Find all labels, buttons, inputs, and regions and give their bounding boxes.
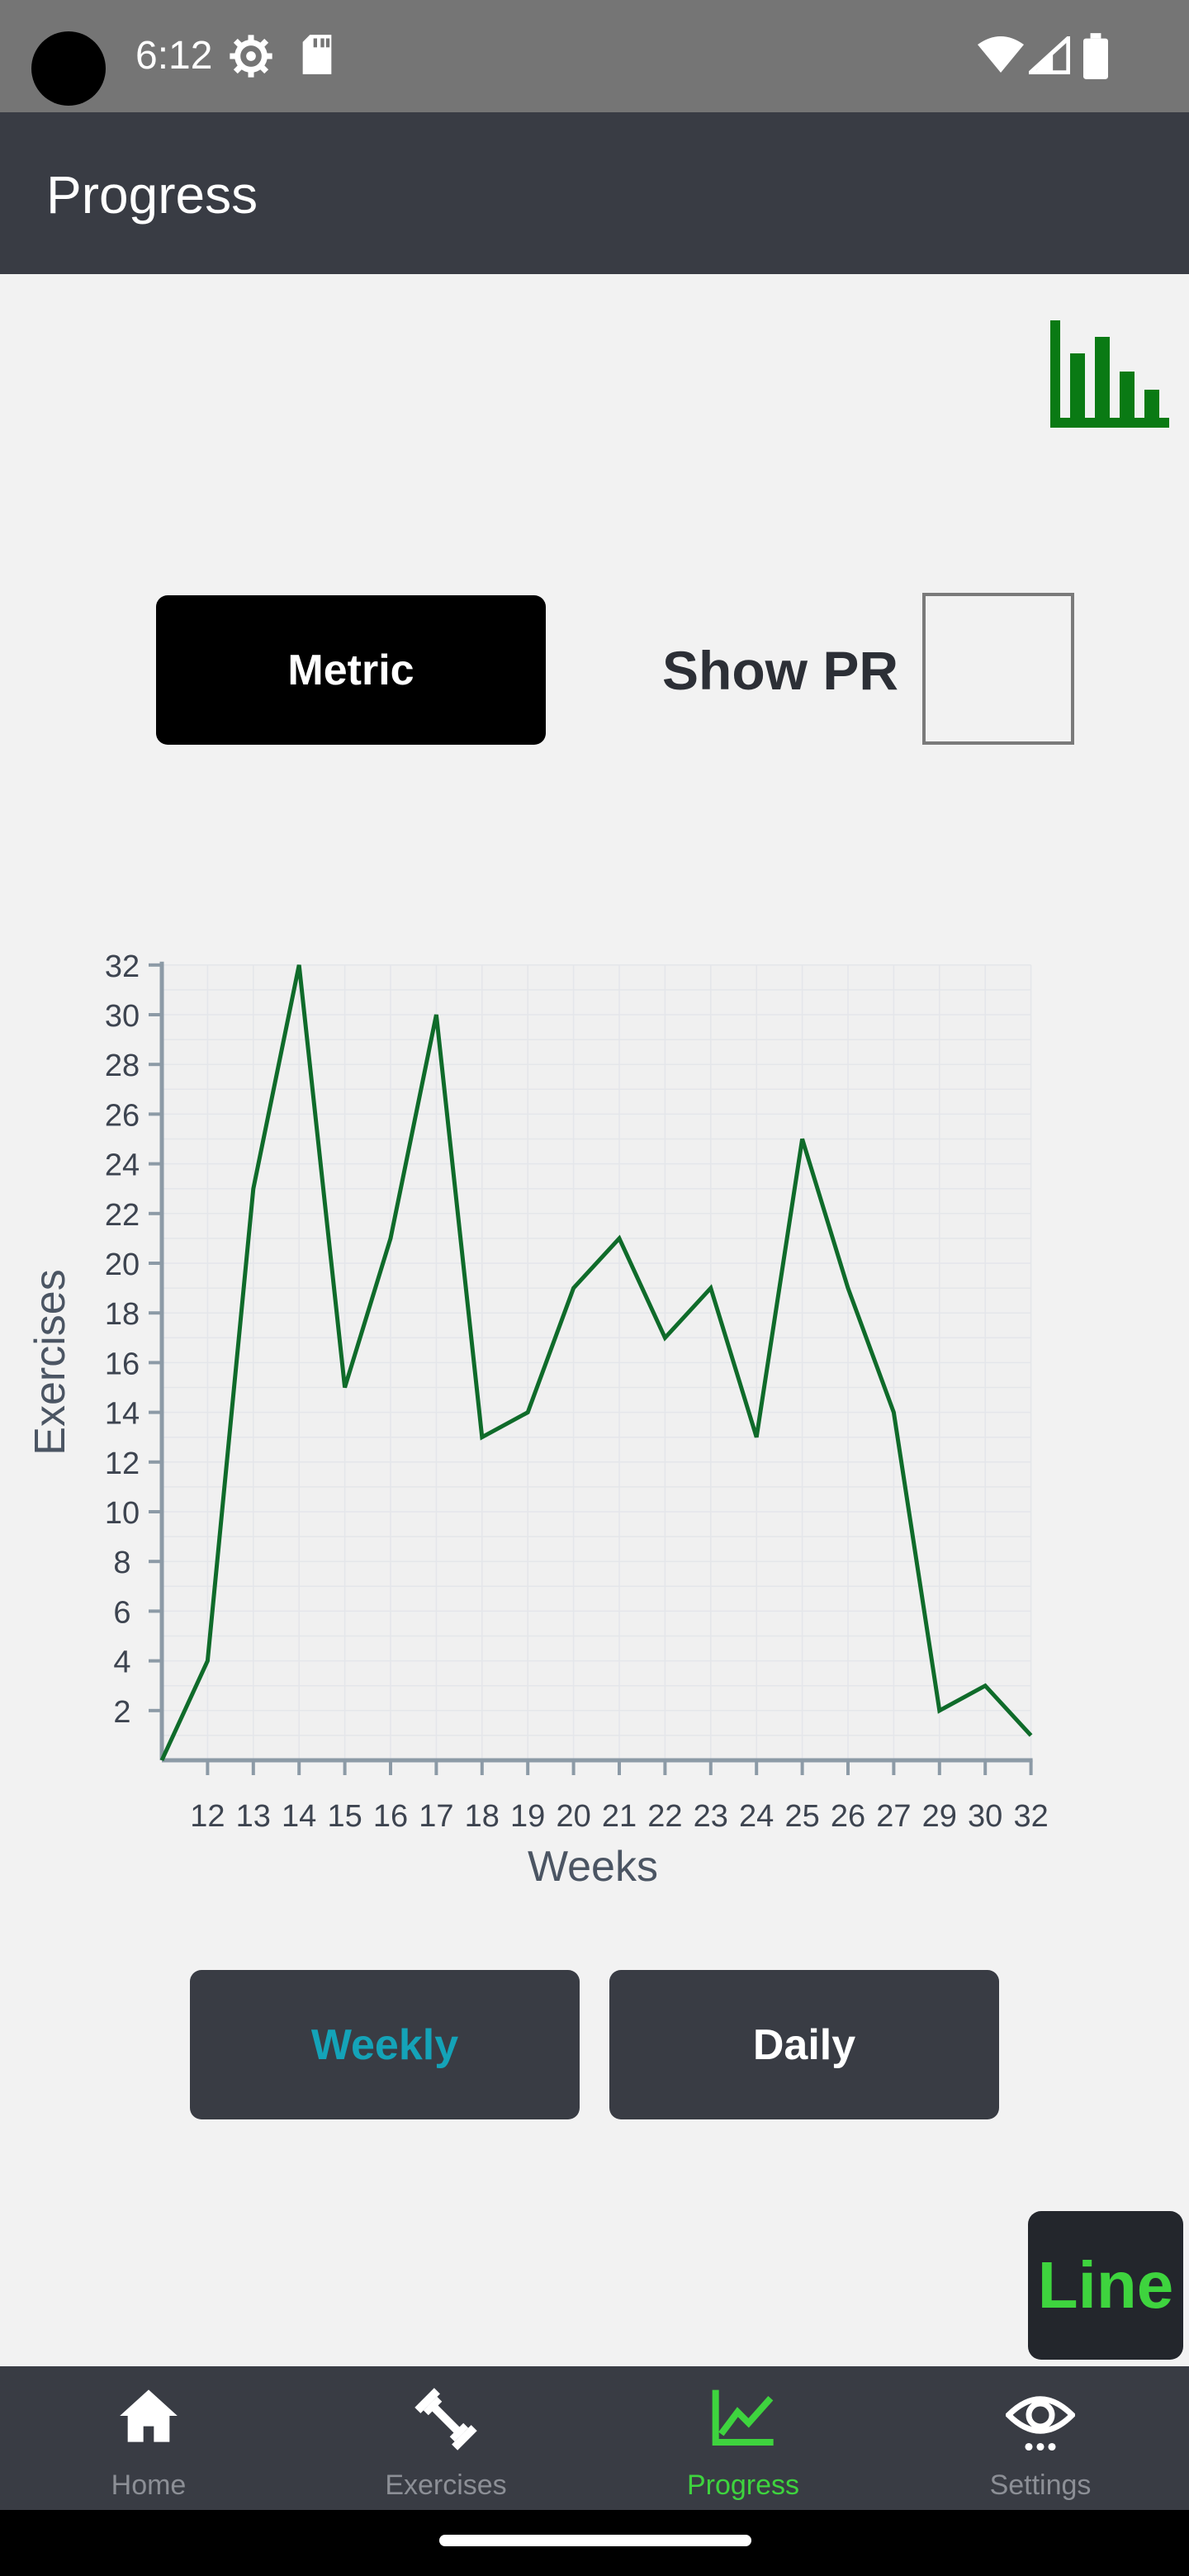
nav-label-progress: Progress: [686, 2469, 800, 2501]
y-axis-label: Exercises: [26, 1269, 74, 1455]
daily-button[interactable]: Daily: [609, 1970, 999, 2119]
y-tick-label: 6: [113, 1595, 130, 1630]
dumbbell-icon: [414, 2388, 477, 2451]
x-tick-label: 24: [739, 1799, 774, 1834]
x-tick-label: 14: [282, 1799, 316, 1834]
camera-cutout: [31, 31, 106, 106]
eye-icon: [1006, 2396, 1075, 2451]
x-tick-label: 21: [602, 1799, 637, 1834]
sd-card-icon: [302, 35, 332, 74]
metric-button[interactable]: Metric: [156, 595, 546, 745]
x-axis-label: Weeks: [528, 1843, 658, 1891]
x-tick-label: 27: [876, 1799, 911, 1834]
battery-icon: [1083, 33, 1108, 79]
show-pr-checkbox[interactable]: [922, 593, 1074, 745]
wifi-icon: [978, 36, 1024, 73]
nav-label-exercises: Exercises: [385, 2469, 507, 2501]
x-tick-label: 32: [1013, 1799, 1048, 1834]
y-tick-label: 22: [105, 1198, 140, 1233]
y-tick-label: 16: [105, 1347, 140, 1381]
x-tick-label: 13: [236, 1799, 271, 1834]
y-tick-label: 30: [105, 999, 140, 1034]
page-title: Progress: [46, 165, 258, 225]
nav-item-progress[interactable]: Progress: [594, 2366, 892, 2510]
y-tick-label: 12: [105, 1447, 140, 1481]
nav-label-settings: Settings: [989, 2469, 1092, 2501]
x-tick-label: 30: [968, 1799, 1002, 1834]
y-tick-label: 8: [113, 1546, 130, 1580]
nav-item-exercises[interactable]: Exercises: [297, 2366, 594, 2510]
app-header: [0, 112, 1189, 274]
x-tick-label: 18: [465, 1799, 500, 1834]
x-tick-label: 25: [784, 1799, 819, 1834]
nav-item-home[interactable]: Home: [0, 2366, 297, 2510]
nav-label-home: Home: [111, 2469, 187, 2501]
weekly-button[interactable]: Weekly: [190, 1970, 580, 2119]
chart-type-label: Line: [1037, 2248, 1174, 2322]
bottom-nav: [0, 2366, 1189, 2510]
status-time: 6:12: [135, 34, 213, 78]
y-tick-label: 20: [105, 1248, 140, 1282]
show-pr-label: Show PR: [662, 640, 899, 701]
y-tick-label: 14: [105, 1397, 140, 1432]
y-tick-label: 24: [105, 1148, 140, 1183]
x-tick-label: 20: [556, 1799, 590, 1834]
x-tick-label: 26: [831, 1799, 865, 1834]
chart-type-toggle[interactable]: Line: [1028, 2211, 1183, 2360]
y-tick-label: 18: [105, 1297, 140, 1332]
x-tick-label: 19: [510, 1799, 545, 1834]
x-tick-label: 23: [694, 1799, 728, 1834]
cell-signal-icon: [1029, 36, 1070, 74]
x-tick-label: 12: [190, 1799, 225, 1834]
home-icon: [120, 2389, 178, 2442]
bar-chart-icon[interactable]: [1050, 320, 1169, 428]
y-tick-label: 10: [105, 1496, 140, 1531]
x-tick-label: 29: [922, 1799, 957, 1834]
gesture-handle[interactable]: [439, 2535, 751, 2546]
x-tick-label: 22: [647, 1799, 682, 1834]
x-tick-label: 15: [327, 1799, 362, 1834]
y-tick-label: 26: [105, 1098, 140, 1133]
settings-status-icon: [230, 35, 272, 78]
y-tick-label: 2: [113, 1695, 130, 1730]
x-tick-label: 16: [373, 1799, 408, 1834]
chart-line-icon: [712, 2389, 774, 2446]
y-tick-label: 4: [113, 1646, 130, 1680]
exercises-series-line: [159, 964, 1033, 1762]
x-tick-label: 17: [419, 1799, 453, 1834]
nav-item-settings[interactable]: Settings: [892, 2366, 1189, 2510]
y-tick-label: 32: [105, 949, 140, 984]
y-tick-label: 28: [105, 1049, 140, 1083]
